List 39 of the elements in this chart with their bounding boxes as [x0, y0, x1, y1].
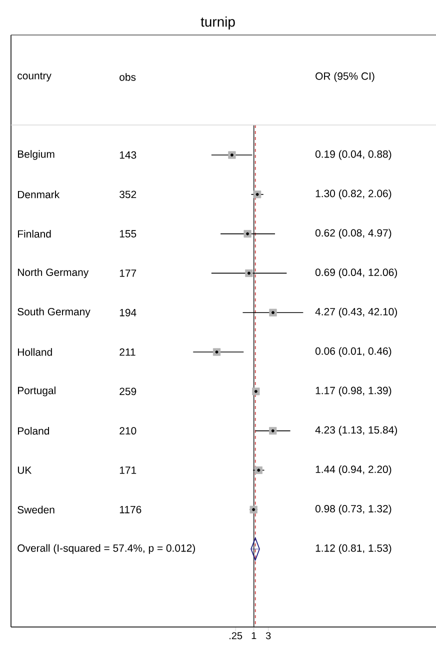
x-tick-label: .25 — [230, 632, 242, 640]
y-tick-label: Poland — [18, 426, 50, 435]
text: 0.06 (0.01, 0.46) — [315, 347, 392, 357]
annotation: 211 — [120, 348, 136, 356]
text: 0.62 (0.08, 4.97) — [315, 228, 392, 239]
annotation: 171 — [120, 466, 136, 474]
y-tick-label: South Germany — [18, 308, 90, 318]
y-tick-label: Holland — [18, 348, 52, 356]
y-tick-label: Denmark — [18, 190, 60, 198]
text: country — [18, 72, 52, 82]
y-tick-label: Overall (I-squared = 57.4%, p = 0.012) — [18, 544, 195, 554]
text: 0.19 (0.04, 0.88) — [315, 150, 392, 160]
chart-title: turnip — [200, 16, 235, 30]
text: 1.17 (0.98, 1.39) — [316, 386, 392, 396]
annotation: 1176 — [120, 506, 142, 514]
text: 1.12 (0.81, 1.53) — [316, 544, 392, 554]
text: OR (95% CI) — [316, 72, 374, 82]
annotation: 352 — [120, 190, 136, 198]
y-tick-label: Portugal — [18, 386, 56, 396]
y-tick-label: North Germany — [18, 268, 89, 278]
text: 4.23 (1.13, 15.84) — [315, 426, 397, 436]
annotation: 155 — [120, 230, 136, 238]
text: 0.98 (0.73, 1.32) — [315, 504, 392, 514]
text: 4.27 (0.43, 42.10) — [315, 308, 397, 318]
text: obs — [120, 73, 136, 81]
y-tick-label: UK — [18, 466, 32, 474]
annotation: 259 — [120, 388, 136, 396]
text: 0.69 (0.04, 12.06) — [315, 268, 397, 278]
y-tick-label: Belgium — [18, 150, 54, 160]
annotation: 177 — [120, 270, 136, 277]
annotation: 194 — [120, 308, 136, 316]
y-tick-label: Sweden — [18, 506, 54, 514]
y-tick-label: Finland — [18, 230, 51, 238]
x-tick-label: 3 — [266, 632, 271, 640]
annotation: 143 — [120, 151, 136, 159]
text: 1.30 (0.82, 2.06) — [316, 190, 392, 200]
annotation: 210 — [120, 427, 136, 435]
x-tick-label: 1 — [252, 632, 256, 640]
text: 1.44 (0.94, 2.20) — [316, 465, 392, 476]
